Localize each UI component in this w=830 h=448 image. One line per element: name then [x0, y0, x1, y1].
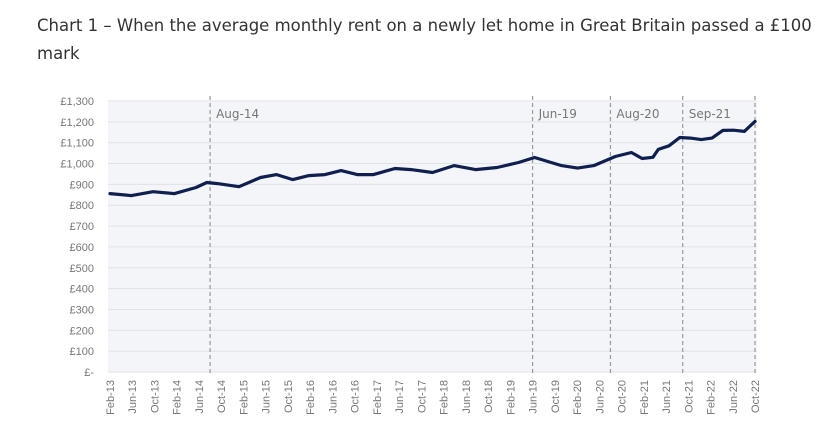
x-tick-label: Oct-16: [350, 380, 362, 413]
x-tick-label: Jun-17: [394, 380, 406, 414]
y-tick-label: £-: [84, 367, 94, 379]
rent-series-line: [108, 119, 757, 198]
y-tick-label: £100: [70, 346, 94, 358]
x-tick-label: Oct-21: [683, 380, 695, 413]
plot-area: [108, 101, 757, 372]
x-tick-label: Feb-22: [706, 380, 718, 415]
x-tick-label: Jun-15: [261, 380, 273, 414]
y-tick-label: £700: [70, 221, 94, 233]
x-tick-label: Feb-20: [572, 380, 584, 415]
chart-title: Chart 1 – When the average monthly rent …: [37, 16, 812, 63]
x-tick-label: Oct-19: [550, 380, 562, 413]
y-tick-label: £900: [70, 179, 94, 191]
x-tick-label: Jun-16: [327, 380, 339, 414]
y-tick-label: £300: [70, 304, 94, 316]
x-tick-label: Jun-21: [661, 380, 673, 414]
x-tick-label: Feb-21: [639, 380, 651, 415]
x-tick-label: Jun-22: [728, 380, 740, 414]
x-tick-label: Feb-17: [372, 380, 384, 415]
x-tick-label: Oct-18: [483, 380, 495, 413]
x-tick-label: Jun-20: [594, 380, 606, 414]
y-tick-label: £800: [70, 200, 94, 212]
y-tick-label: £1,200: [60, 117, 94, 129]
x-tick-label: Jun-14: [194, 380, 206, 414]
annotation-label: Aug-14: [216, 107, 259, 121]
x-tick-label: Feb-16: [305, 380, 317, 415]
y-tick-label: £1,300: [60, 96, 94, 108]
x-tick-label: Oct-14: [216, 380, 228, 413]
annotation-label: Sep-21: [689, 107, 731, 121]
x-tick-label: Oct-13: [149, 380, 161, 413]
y-tick-label: £200: [70, 325, 94, 337]
x-tick-label: Feb-14: [172, 380, 184, 415]
x-tick-label: Jun-18: [461, 380, 473, 414]
annotation-label: Jun-19: [538, 107, 577, 121]
x-tick-label: Jun-13: [127, 380, 139, 414]
y-tick-label: £1,100: [60, 138, 94, 150]
x-tick-label: Oct-20: [617, 380, 629, 413]
x-tick-label: Jun-19: [528, 380, 540, 414]
x-tick-label: Oct-17: [416, 380, 428, 413]
annotation-label: Aug-20: [616, 107, 659, 121]
x-tick-label: Feb-18: [439, 380, 451, 415]
y-tick-label: £500: [70, 263, 94, 275]
y-tick-label: £400: [70, 284, 94, 296]
x-tick-label: Feb-15: [238, 380, 250, 415]
x-tick-label: Oct-15: [283, 380, 295, 413]
x-tick-label: Oct-22: [750, 380, 762, 413]
x-tick-label: Feb-19: [505, 380, 517, 415]
x-tick-label: Feb-13: [105, 380, 117, 415]
y-tick-label: £1,000: [60, 159, 94, 171]
y-tick-label: £600: [70, 242, 94, 254]
